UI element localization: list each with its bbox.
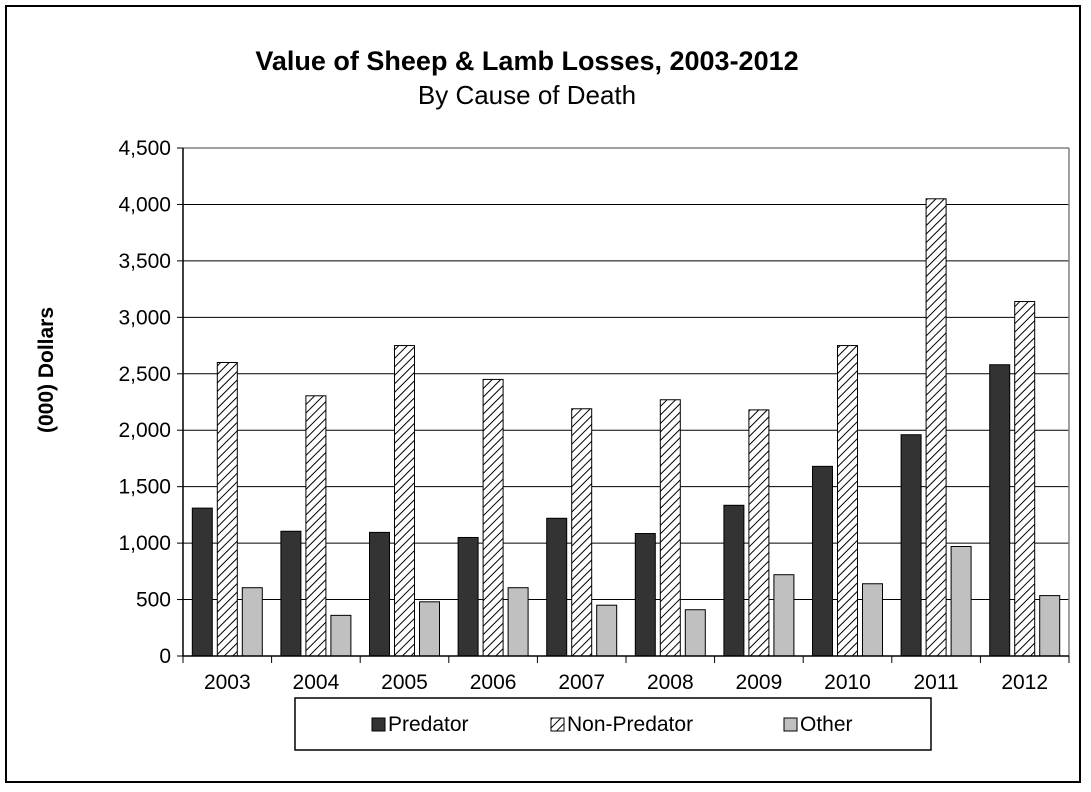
y-tick-label: 2,500 [118,363,171,386]
bar-other [596,604,618,657]
bar-predator [900,434,922,657]
bar-predator [457,536,479,657]
x-tick-label: 2008 [647,671,694,694]
x-tick-label: 2011 [914,671,959,694]
y-tick-label: 3,000 [118,306,171,329]
legend: Predator Non-Predator Other [294,697,932,751]
bar-other [1039,595,1061,657]
y-tick-label: 1,000 [118,532,171,555]
x-tick-label: 2004 [293,671,340,694]
legend-box [294,697,932,751]
bar-non-predator [571,408,593,657]
bar-non-predator [659,399,681,657]
x-tick-label: 2012 [1001,671,1048,694]
y-tick-label: 4,500 [118,137,171,160]
bars [191,198,1061,657]
legend-label-non-predator: Non-Predator [567,713,693,736]
y-axis-label: (000) Dollars [35,307,58,433]
bar-predator [723,504,745,657]
bar-other [241,587,263,657]
bar-predator [369,531,390,657]
bar-predator [546,517,568,657]
y-tick-label: 1,500 [118,476,171,499]
bar-other [684,609,706,657]
x-tick-label: 2006 [470,671,517,694]
bar-other [950,545,972,657]
chart-subtitle: By Cause of Death [418,80,636,110]
chart-title: Value of Sheep & Lamb Losses, 2003-2012 [255,46,798,76]
x-tick-label: 2005 [381,671,428,694]
bar-non-predator [748,409,770,657]
bar-predator [812,465,833,657]
legend-swatch-predator [371,717,386,732]
bar-non-predator [394,345,415,657]
y-tick-label: 4,000 [118,193,171,216]
x-tick-label: 2010 [824,671,871,694]
y-tick-label: 2,000 [118,419,171,442]
x-tick-labels: 2003 2004 2005 2006 2007 2008 2009 2010 2011 2012 [204,671,1048,694]
bar-non-predator [482,378,504,657]
legend-label-other: Other [800,713,853,736]
x-tick-label: 2007 [558,671,605,694]
legend-label-predator: Predator [388,713,469,736]
legend-swatch-non-predator [550,717,565,732]
bar-other [330,614,352,657]
bar-predator [191,507,213,657]
bar-other [862,583,883,657]
bar-non-predator [925,198,947,657]
y-tick-label: 0 [159,645,171,668]
bar-other [773,574,795,657]
bar-predator [989,364,1011,657]
bar-non-predator [1014,301,1036,657]
bar-predator [280,530,302,657]
y-tick-label: 3,500 [118,250,171,273]
x-tick-label: 2009 [736,671,783,694]
bar-other [419,601,440,657]
y-tick-label: 500 [136,589,171,612]
x-tick-label: 2003 [204,671,251,694]
bar-non-predator [305,395,327,657]
chart-frame: Value of Sheep & Lamb Losses, 2003-2012 … [5,5,1081,783]
bar-other [507,587,529,657]
legend-swatch-other [783,717,798,732]
y-tick-labels: 0 500 1,000 1,500 2,000 2,500 3,000 3,500 4,000 4… [118,137,171,668]
bar-predator [634,533,656,657]
bar-non-predator [837,345,858,657]
bar-non-predator [216,361,238,657]
axes [177,147,1070,663]
chart-svg: Value of Sheep & Lamb Losses, 2003-2012 … [35,46,1070,751]
